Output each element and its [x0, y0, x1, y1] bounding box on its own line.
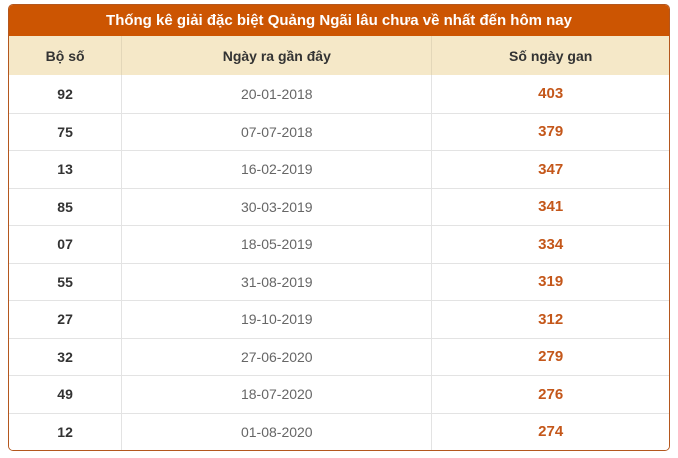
cell-bo-so: 75 [57, 123, 73, 140]
column-header-bo-so: Bộ số [45, 47, 85, 64]
cell-ngay-ra-gan-day: 18-05-2019 [121, 226, 431, 263]
cell-bo-so: 92 [57, 85, 73, 102]
cell-so-ngay-gan: 379 [431, 113, 669, 150]
cell-ngay-ra-gan-day: 31-08-2019 [121, 263, 431, 300]
table-row: 12 01-08-2020 274 [9, 412, 669, 450]
cell-bo-so: 27 [57, 311, 73, 328]
cell-so-ngay-gan: 347 [431, 151, 669, 188]
cell-bo-so: 55 [57, 273, 73, 290]
table-body: 92 20-01-2018 403 75 07-07-2018 379 13 1… [9, 75, 669, 450]
table-row: 32 27-06-2020 279 [9, 337, 669, 375]
cell-so-ngay-gan: 341 [431, 188, 669, 225]
cell-so-ngay-gan: 334 [431, 226, 669, 263]
cell-so-ngay-gan: 319 [431, 263, 669, 300]
table-row: 49 18-07-2020 276 [9, 375, 669, 413]
cell-ngay-ra-gan-day: 30-03-2019 [121, 188, 431, 225]
cell-bo-so: 49 [57, 386, 73, 403]
column-header-ngay-ra-gan-day: Ngày ra gần đây [121, 36, 431, 75]
table-row: 27 19-10-2019 312 [9, 300, 669, 338]
table-row: 07 18-05-2019 334 [9, 225, 669, 263]
table-row: 55 31-08-2019 319 [9, 262, 669, 300]
cell-so-ngay-gan: 276 [431, 376, 669, 413]
table-row: 92 20-01-2018 403 [9, 75, 669, 113]
cell-so-ngay-gan: 312 [431, 301, 669, 338]
cell-ngay-ra-gan-day: 20-01-2018 [121, 75, 431, 113]
column-header-so-ngay-gan: Số ngày gan [431, 36, 669, 75]
table-header-row: Bộ số Ngày ra gần đây Số ngày gan [9, 36, 669, 75]
table-row: 13 16-02-2019 347 [9, 150, 669, 188]
cell-bo-so: 13 [57, 161, 73, 178]
cell-ngay-ra-gan-day: 18-07-2020 [121, 376, 431, 413]
lottery-gan-stats-table: Thống kê giải đặc biệt Quảng Ngãi lâu ch… [8, 4, 670, 451]
cell-ngay-ra-gan-day: 16-02-2019 [121, 151, 431, 188]
cell-so-ngay-gan: 279 [431, 338, 669, 375]
cell-ngay-ra-gan-day: 01-08-2020 [121, 413, 431, 450]
cell-bo-so: 12 [57, 423, 73, 440]
table-title: Thống kê giải đặc biệt Quảng Ngãi lâu ch… [9, 5, 669, 36]
cell-bo-so: 07 [57, 236, 73, 253]
cell-ngay-ra-gan-day: 27-06-2020 [121, 338, 431, 375]
cell-so-ngay-gan: 274 [431, 413, 669, 450]
cell-bo-so: 32 [57, 348, 73, 365]
cell-so-ngay-gan: 403 [431, 75, 669, 113]
table-row: 85 30-03-2019 341 [9, 187, 669, 225]
table-row: 75 07-07-2018 379 [9, 112, 669, 150]
cell-ngay-ra-gan-day: 07-07-2018 [121, 113, 431, 150]
cell-bo-so: 85 [57, 198, 73, 215]
cell-ngay-ra-gan-day: 19-10-2019 [121, 301, 431, 338]
